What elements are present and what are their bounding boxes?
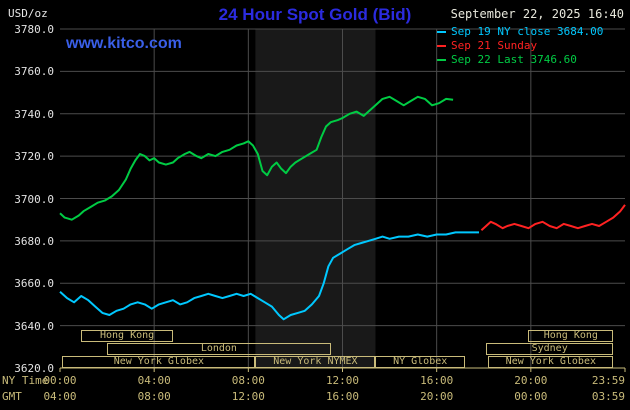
legend-item: Sep 21 Sunday	[437, 39, 603, 53]
y-axis-tick-label: 3740.0	[14, 107, 54, 121]
x-axis-tick-label: 12:00	[325, 374, 360, 387]
legend-line-marker-icon	[437, 45, 446, 47]
x-axis-row-gmt: GMT 04:00 08:00 12:00 16:00 20:00 00:00 03:59	[0, 390, 630, 403]
legend-label: Sep 22 Last 3746.60	[451, 53, 577, 66]
x-axis-tick-label: 08:00	[231, 374, 265, 387]
x-axis-tick-label: 04:00	[137, 374, 171, 387]
chart-datetime: September 22, 2025 16:40	[450, 7, 624, 21]
x-axis-tick-label: 20:00	[514, 374, 548, 387]
y-axis-tick-label: 3660.0	[14, 277, 54, 291]
gmt-row-label: GMT	[2, 390, 22, 403]
y-axis-unit-label: USD/oz	[8, 7, 48, 20]
legend-line-marker-icon	[437, 59, 446, 61]
x-axis-tick-label: 20:00	[420, 390, 454, 403]
kitco-watermark-link[interactable]: www.kitco.com	[66, 35, 182, 52]
x-axis-tick-label: 16:00	[420, 374, 454, 387]
legend-item: Sep 19 NY close 3684.00	[437, 25, 603, 39]
y-axis-tick-label: 3640.0	[14, 319, 54, 333]
y-axis-tick-label: 3680.0	[14, 234, 54, 248]
y-axis-tick-label: 3780.0	[14, 23, 54, 36]
chart-title: 24 Hour Spot Gold (Bid)	[218, 5, 412, 24]
legend-label: Sep 19 NY close 3684.00	[451, 25, 604, 38]
price-line-series	[480, 204, 626, 232]
x-axis-tick-label: 00:00	[514, 390, 548, 403]
x-axis-tick-label: 04:00	[43, 390, 77, 403]
x-axis-row-ny-time: NY Time 00:00 04:00 08:00 12:00 16:00 20:00 23…	[0, 374, 630, 387]
x-axis-tick-label: 16:00	[325, 390, 360, 403]
legend-item: Sep 22 Last 3746.60	[437, 53, 603, 67]
price-line-series	[59, 95, 454, 221]
legend-label: Sep 21 Sunday	[451, 39, 538, 52]
x-axis-tick-label: 03:59	[591, 390, 625, 403]
y-axis-tick-label: 3720.0	[14, 150, 54, 164]
x-axis-tick-label: 08:00	[137, 390, 171, 403]
y-axis-labels: 3780.0 3760.0 3740.0 3720.0 3700.0 3680.0 3660…	[0, 0, 56, 410]
chart-legend: Sep 19 NY close 3684.00 Sep 21 Sunday Sep …	[437, 25, 603, 67]
x-axis-tick-label: 12:00	[231, 390, 265, 403]
legend-line-marker-icon	[437, 31, 446, 33]
y-axis-tick-label: 3620.0	[14, 362, 54, 375]
ny-time-row-label: NY Time	[2, 374, 49, 387]
x-axis-tick-label: 23:59	[591, 374, 625, 387]
y-axis-tick-label: 3760.0	[14, 65, 54, 79]
y-axis-tick-label: 3700.0	[14, 192, 54, 206]
x-axis-tick-label: 00:00	[43, 374, 77, 387]
price-line-series	[59, 231, 479, 321]
